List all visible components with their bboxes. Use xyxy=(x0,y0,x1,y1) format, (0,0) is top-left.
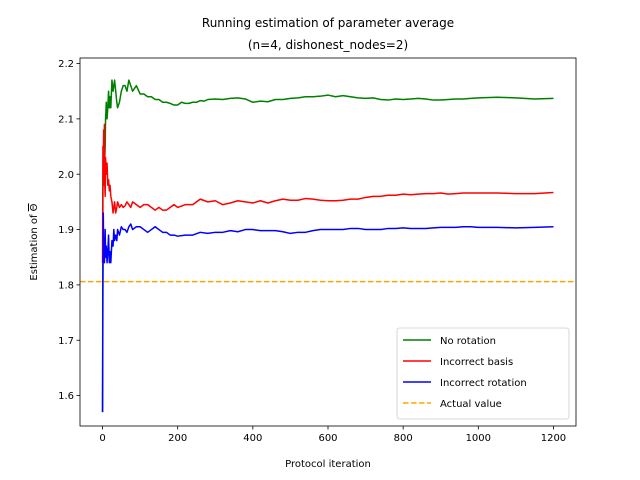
legend-label: Incorrect basis xyxy=(440,357,513,368)
y-tick-label: 1.7 xyxy=(58,336,74,347)
legend-label: Actual value xyxy=(440,399,502,410)
x-tick-label: 1200 xyxy=(541,433,566,444)
series-line-incorrect-basis xyxy=(101,123,554,263)
legend-box xyxy=(396,327,570,420)
series-line-incorrect-rotation xyxy=(101,212,554,413)
y-axis-label-symbol: Θ xyxy=(29,203,40,211)
y-axis-label-text: Estimation of Θ xyxy=(29,203,40,280)
x-tick-label: 800 xyxy=(394,433,413,444)
legend-label: No rotation xyxy=(440,336,496,347)
x-tick-label: 600 xyxy=(318,433,337,444)
chart-title: Running estimation of parameter average xyxy=(202,16,454,30)
y-tick-label: 2.2 xyxy=(58,59,74,70)
legend: No rotation Incorrect basis Incorrect rota… xyxy=(396,327,570,420)
y-axis-label-prefix: Estimation of xyxy=(29,211,40,280)
x-axis: 0 200 400 600 800 1000 1200 xyxy=(99,426,566,444)
y-tick-label: 1.9 xyxy=(58,225,74,236)
y-tick-label: 2.0 xyxy=(58,170,74,181)
y-tick-label: 1.6 xyxy=(58,391,74,402)
chart-subtitle: (n=4, dishonest_nodes=2) xyxy=(248,38,408,52)
x-tick-label: 1000 xyxy=(466,433,491,444)
x-axis-label: Protocol iteration xyxy=(285,459,371,470)
x-tick-label: 200 xyxy=(168,433,187,444)
series-layer xyxy=(80,79,576,413)
y-axis: 1.6 1.7 1.8 1.9 2.0 2.1 2.2 xyxy=(58,59,80,402)
legend-label: Incorrect rotation xyxy=(440,378,527,389)
series-line-no-rotation xyxy=(101,79,554,413)
y-tick-label: 1.8 xyxy=(58,280,74,291)
x-tick-label: 400 xyxy=(243,433,262,444)
y-axis-label: Estimation of Θ xyxy=(29,203,40,280)
x-tick-label: 0 xyxy=(99,433,105,444)
y-tick-label: 2.1 xyxy=(58,114,74,125)
